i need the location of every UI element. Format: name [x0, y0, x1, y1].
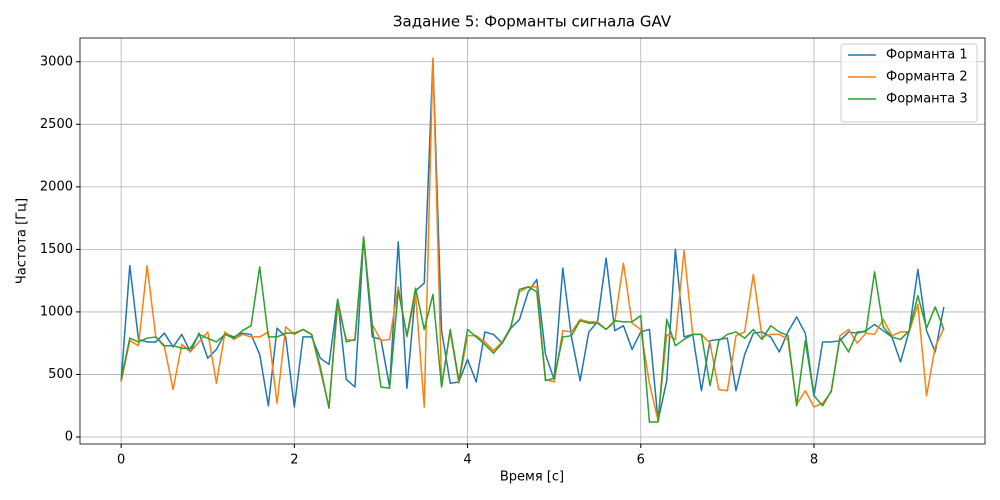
y-axis-label: Частота [Гц] — [15, 198, 30, 284]
x-tick-label: 8 — [810, 453, 818, 468]
y-tick-label: 2500 — [40, 117, 73, 132]
legend: Форманта 1 Форманта 2 Форманта 3 — [840, 43, 978, 123]
y-tick-label: 1500 — [40, 242, 73, 257]
legend-box — [840, 43, 978, 123]
x-tick-label: 4 — [463, 453, 471, 468]
plot-frame — [79, 37, 986, 445]
series-line — [120, 57, 945, 422]
x-tick-label: 6 — [637, 453, 645, 468]
legend-label: Форманта 1 — [886, 48, 968, 63]
series-line — [120, 236, 945, 423]
y-tick-label: 1000 — [40, 304, 73, 319]
x-axis-label: Время [с] — [500, 470, 564, 485]
x-tick-label: 0 — [117, 453, 125, 468]
y-tick-label: 0 — [65, 429, 73, 444]
y-tick-label: 3000 — [40, 54, 73, 69]
series-line — [120, 58, 945, 422]
x-tick-label: 2 — [290, 453, 298, 468]
y-tick-label: 500 — [48, 367, 73, 382]
chart-title: Задание 5: Форманты сигнала GAV — [393, 13, 672, 31]
legend-label: Форманта 2 — [886, 70, 968, 85]
legend-label: Форманта 3 — [886, 92, 968, 107]
y-tick-label: 2000 — [40, 179, 73, 194]
